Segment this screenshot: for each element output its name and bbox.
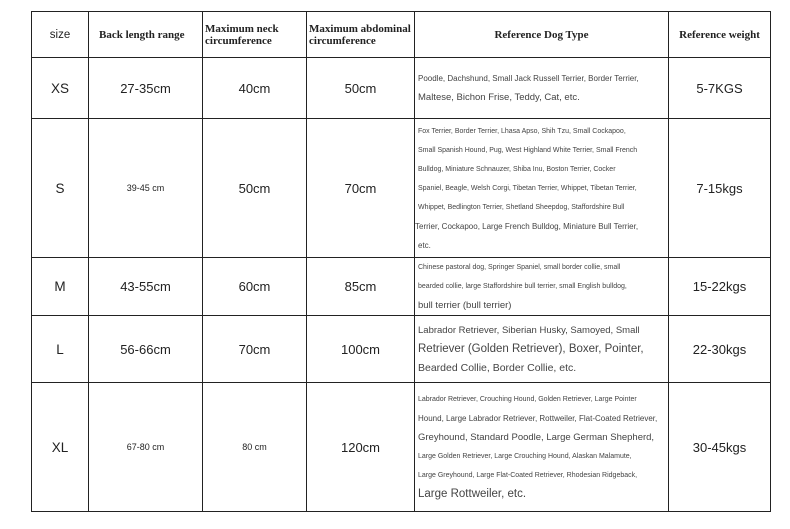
dog-type-cell: Labrador Retriever, Crouching Hound, Gol…: [414, 382, 669, 512]
ref-line: Terrier, Cockapoo, Large French Bulldog,…: [415, 221, 639, 231]
ref-line: Maltese, Bichon Frise, Teddy, Cat, etc.: [418, 92, 580, 103]
table-row: S 39-45 cm 50cm 70cm Fox Terrier, Border…: [31, 118, 771, 258]
back-cell: 56-66cm: [88, 315, 203, 383]
ref-line: Labrador Retriever, Crouching Hound, Gol…: [418, 396, 637, 403]
weight-cell: 22-30kgs: [668, 315, 771, 383]
weight-cell: 15-22kgs: [668, 257, 771, 316]
size-cell: M: [31, 257, 89, 316]
ref-line: Large Golden Retriever, Large Crouching …: [418, 453, 632, 460]
ref-line: Greyhound, Standard Poodle, Large German…: [418, 432, 655, 443]
abdomen-cell: 100cm: [306, 315, 415, 383]
ref-line: Poodle, Dachshund, Small Jack Russell Te…: [418, 74, 639, 83]
size-cell: XS: [31, 57, 89, 119]
size-cell: XL: [31, 382, 89, 512]
weight-cell: 30-45kgs: [668, 382, 771, 512]
abdomen-cell: 85cm: [306, 257, 415, 316]
abdomen-cell: 70cm: [306, 118, 415, 258]
table-row: L 56-66cm 70cm 100cm Labrador Retriever,…: [31, 315, 771, 383]
back-cell: 67-80 cm: [88, 382, 203, 512]
dog-type-cell: Poodle, Dachshund, Small Jack Russell Te…: [414, 57, 669, 119]
ref-line: Fox Terrier, Border Terrier, Lhasa Apso,…: [418, 127, 626, 135]
size-cell: S: [31, 118, 89, 258]
header-dog-type: Reference Dog Type: [414, 11, 669, 58]
header-size: size: [31, 11, 89, 58]
table-row: XS 27-35cm 40cm 50cm Poodle, Dachshund, …: [31, 57, 771, 119]
ref-line: Large Rottweiler, etc.: [418, 488, 527, 500]
back-cell: 43-55cm: [88, 257, 203, 316]
abdomen-cell: 50cm: [306, 57, 415, 119]
ref-line: bearded collie, large Staffordshire bull…: [418, 283, 627, 290]
abdomen-cell: 120cm: [306, 382, 415, 512]
header-weight: Reference weight: [668, 11, 771, 58]
table-row: M 43-55cm 60cm 85cm Chinese pastoral dog…: [31, 257, 771, 316]
weight-cell: 7-15kgs: [668, 118, 771, 258]
ref-line: Chinese pastoral dog, Springer Spaniel, …: [418, 264, 621, 271]
ref-line: Retriever (Golden Retriever), Boxer, Poi…: [418, 342, 644, 355]
ref-line: Small Spanish Hound, Pug, West Highland …: [418, 146, 638, 154]
header-abdomen: Maximum abdominal circumference: [306, 11, 415, 58]
dog-type-cell: Labrador Retriever, Siberian Husky, Samo…: [414, 315, 669, 383]
neck-cell: 60cm: [202, 257, 307, 316]
back-cell: 39-45 cm: [88, 118, 203, 258]
header-row: size Back length range Maximum neck circ…: [31, 11, 771, 58]
weight-cell: 5-7KGS: [668, 57, 771, 119]
neck-cell: 70cm: [202, 315, 307, 383]
neck-cell: 40cm: [202, 57, 307, 119]
ref-line: Labrador Retriever, Siberian Husky, Samo…: [418, 324, 640, 336]
ref-line: etc.: [418, 240, 431, 250]
neck-cell: 50cm: [202, 118, 307, 258]
ref-line: Spaniel, Beagle, Welsh Corgi, Tibetan Te…: [418, 184, 637, 192]
back-cell: 27-35cm: [88, 57, 203, 119]
ref-line: bull terrier (bull terrier): [418, 300, 512, 311]
size-chart-table: size Back length range Maximum neck circ…: [31, 11, 771, 512]
dog-type-cell: Chinese pastoral dog, Springer Spaniel, …: [414, 257, 669, 316]
dog-type-cell: Fox Terrier, Border Terrier, Lhasa Apso,…: [414, 118, 669, 258]
ref-line: Large Greyhound, Large Flat-Coated Retri…: [418, 472, 638, 479]
header-back-length: Back length range: [88, 11, 203, 58]
ref-line: Hound, Large Labrador Retriever, Rottwei…: [418, 414, 658, 423]
ref-line: Bulldog, Miniature Schnauzer, Shiba Inu,…: [418, 165, 616, 173]
ref-line: Whippet, Bedlington Terrier, Shetland Sh…: [418, 203, 625, 211]
neck-cell: 80 cm: [202, 382, 307, 512]
header-neck: Maximum neck circumference: [202, 11, 307, 58]
table-row: XL 67-80 cm 80 cm 120cm Labrador Retriev…: [31, 382, 771, 512]
size-cell: L: [31, 315, 89, 383]
ref-line: Bearded Collie, Border Collie, etc.: [418, 361, 577, 374]
